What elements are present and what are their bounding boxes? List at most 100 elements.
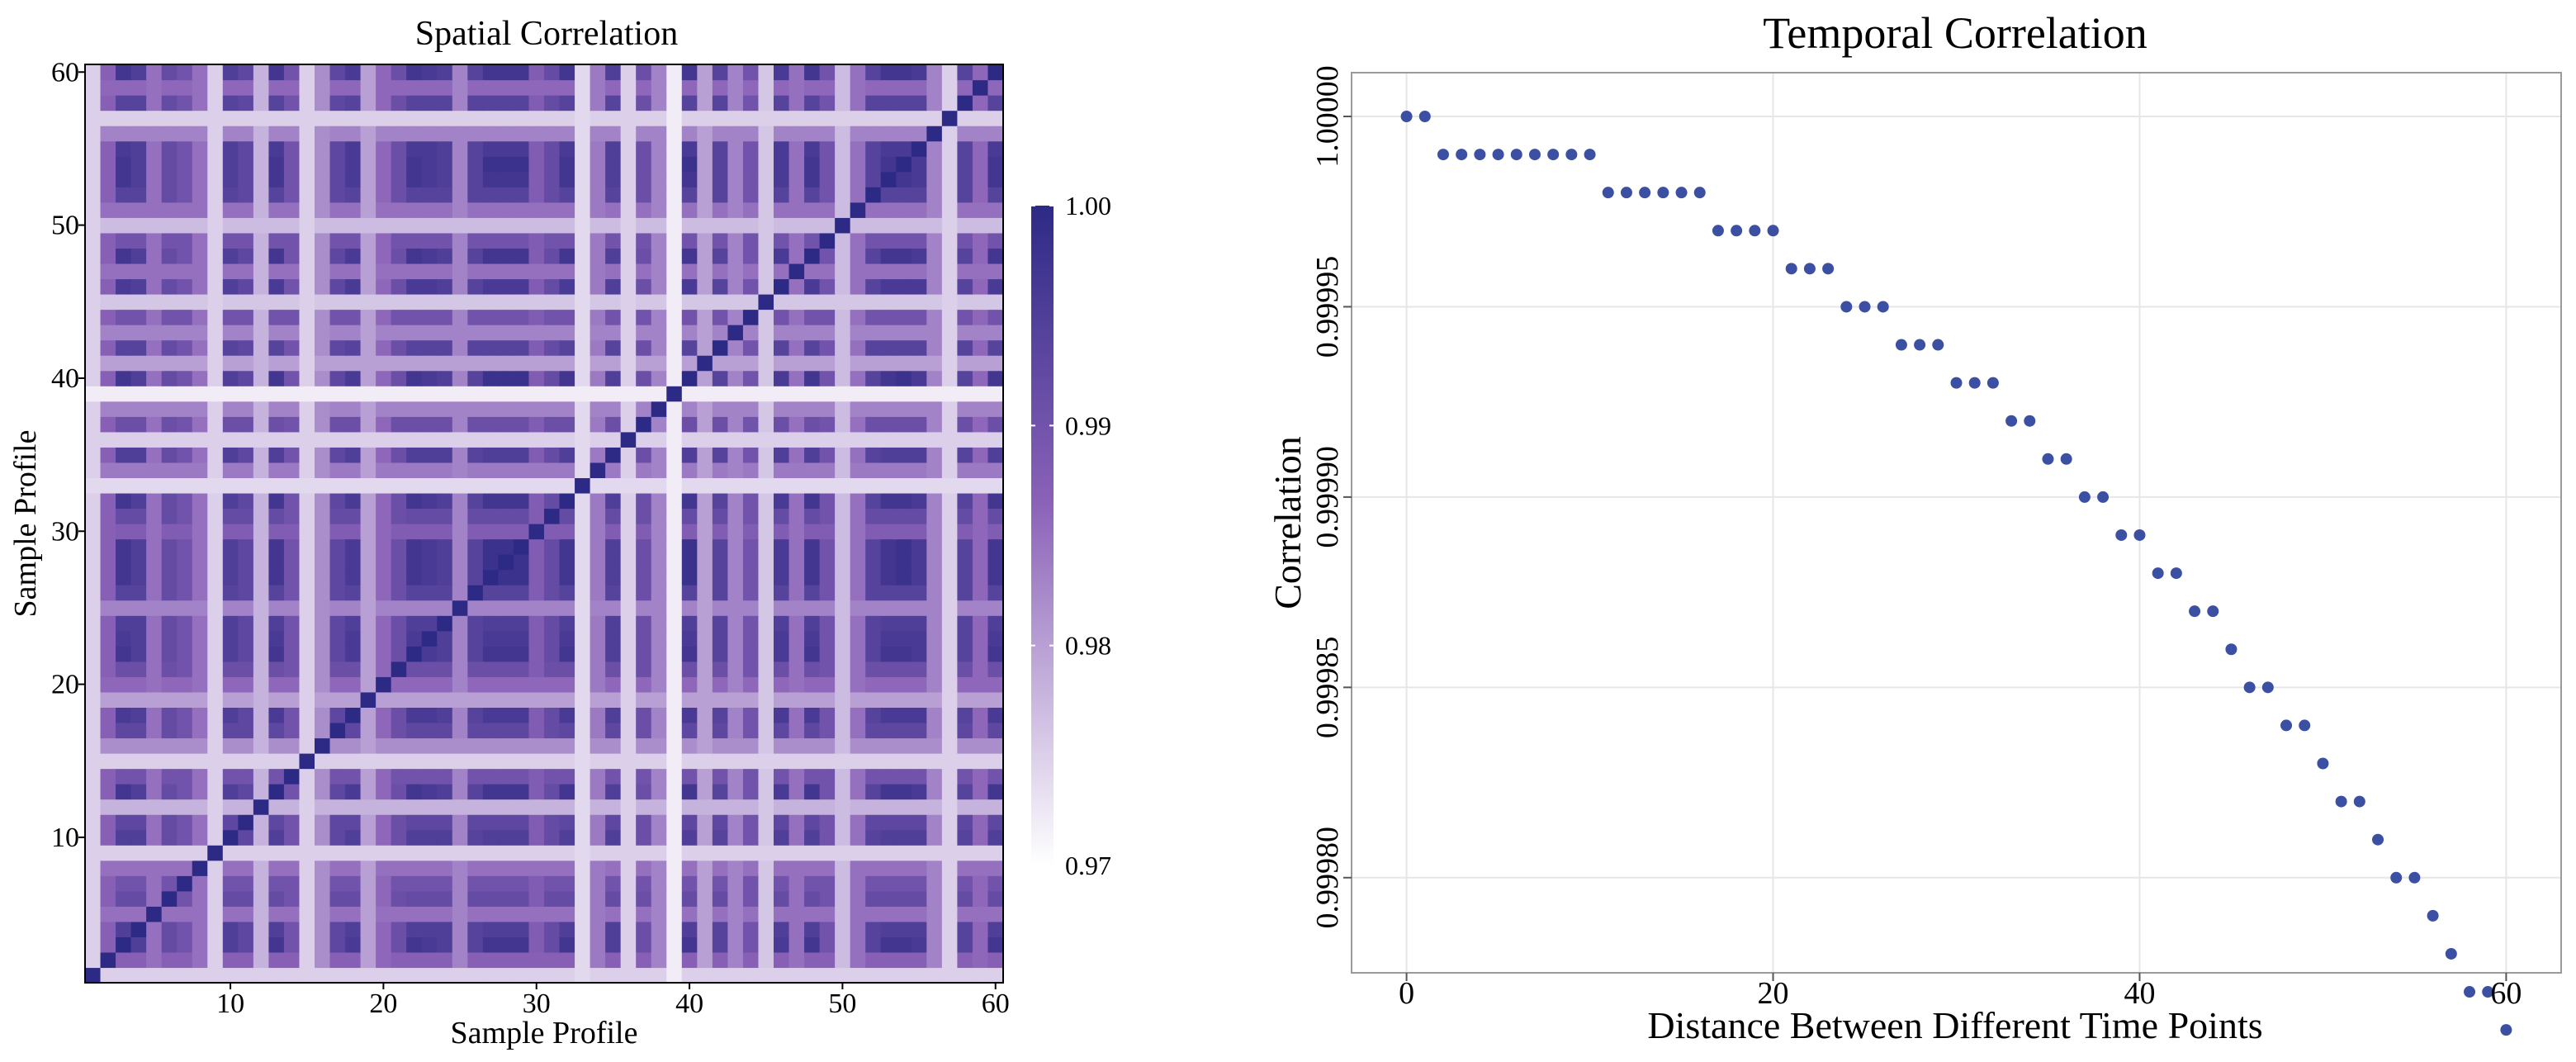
heatmap-cell	[666, 585, 683, 601]
heatmap-cell	[345, 156, 362, 173]
heatmap-cell	[253, 600, 269, 616]
heatmap-cell	[253, 217, 269, 234]
heatmap-cell	[651, 492, 667, 510]
heatmap-cell	[590, 524, 606, 540]
heatmap-cell	[681, 79, 698, 96]
heatmap-cell	[222, 401, 239, 417]
heatmap-cell	[391, 431, 407, 448]
heatmap-cell	[972, 753, 989, 770]
scatter-point	[1986, 377, 1999, 389]
heatmap-cell	[972, 890, 989, 907]
heatmap-cell	[926, 951, 943, 969]
heatmap-cell	[880, 890, 897, 907]
heatmap-cell	[376, 814, 392, 831]
scatter-y-tick-label: 0.99990	[1310, 446, 1345, 548]
heatmap-cell	[559, 538, 575, 555]
heatmap-cell	[865, 737, 882, 754]
heatmap-cell	[590, 691, 606, 708]
heatmap-cell	[590, 569, 606, 586]
heatmap-cell	[268, 294, 285, 311]
heatmap-cell	[192, 753, 208, 770]
heatmap-cell	[345, 814, 362, 831]
heatmap-cell	[712, 936, 728, 953]
heatmap-cell	[957, 278, 973, 295]
heatmap-cell	[498, 600, 514, 616]
heatmap-cell	[207, 416, 224, 433]
heatmap-cell	[835, 201, 851, 218]
heatmap-cell	[192, 140, 208, 157]
heatmap-cell	[819, 156, 836, 173]
heatmap-cell	[911, 278, 927, 295]
heatmap-cell	[896, 646, 912, 662]
heatmap-cell	[253, 79, 269, 96]
heatmap-cell	[528, 768, 545, 785]
heatmap-cell	[130, 416, 147, 433]
heatmap-cell	[804, 370, 821, 386]
heatmap-cell	[376, 860, 392, 876]
heatmap-cell	[835, 156, 851, 173]
heatmap-cell	[758, 784, 774, 800]
heatmap-cell	[758, 508, 774, 524]
heatmap-cell	[788, 508, 805, 524]
heatmap-cell	[712, 339, 728, 356]
heatmap-cell	[681, 263, 698, 280]
heatmap-cell	[620, 217, 637, 234]
heatmap-cell	[360, 630, 376, 647]
heatmap-cell	[268, 936, 285, 953]
heatmap-cell	[559, 401, 575, 417]
heatmap-cell	[130, 875, 147, 892]
heatmap-cell	[391, 294, 407, 311]
heatmap-cell	[850, 431, 866, 448]
heatmap-cell	[819, 814, 836, 831]
heatmap-cell	[544, 646, 561, 662]
heatmap-cell	[774, 814, 790, 831]
heatmap-cell	[666, 768, 683, 785]
heatmap-cell	[911, 569, 927, 586]
heatmap-cell	[299, 217, 315, 234]
heatmap-cell	[345, 737, 362, 754]
heatmap-cell	[177, 691, 193, 708]
heatmap-cell	[620, 630, 637, 647]
scatter-point	[1492, 149, 1504, 161]
heatmap-cell	[819, 431, 836, 448]
heatmap-cell	[161, 140, 178, 157]
heatmap-cell	[467, 508, 484, 524]
heatmap-cell	[528, 248, 545, 264]
heatmap-cell	[345, 661, 362, 677]
heatmap-cell	[360, 508, 376, 524]
heatmap-cell	[452, 676, 468, 693]
heatmap-cell	[774, 447, 790, 463]
heatmap-cell	[941, 386, 958, 402]
heatmap-cell	[544, 753, 561, 770]
heatmap-cell	[437, 630, 453, 647]
heatmap-cell	[315, 370, 331, 386]
heatmap-cell	[177, 263, 193, 280]
heatmap-cell	[85, 339, 102, 356]
heatmap-cell	[192, 646, 208, 662]
heatmap-cell	[605, 799, 622, 815]
heatmap-cell	[116, 646, 132, 662]
heatmap-cell	[528, 875, 545, 892]
heatmap-cell	[620, 890, 637, 907]
heatmap-cell	[559, 156, 575, 173]
heatmap-cell	[130, 187, 147, 203]
heatmap-cell	[712, 263, 728, 280]
heatmap-cell	[391, 325, 407, 341]
heatmap-cell	[528, 615, 545, 632]
heatmap-cell	[513, 691, 530, 708]
heatmap-cell	[896, 799, 912, 815]
heatmap-cell	[850, 309, 866, 325]
heatmap-cell	[605, 370, 622, 386]
scatter-point	[2189, 605, 2201, 618]
heatmap-cell	[268, 386, 285, 402]
heatmap-cell	[712, 875, 728, 892]
heatmap-cell	[130, 263, 147, 280]
heatmap-cell	[85, 156, 102, 173]
heatmap-cell	[590, 492, 606, 510]
heatmap-cell	[620, 524, 637, 540]
heatmap-cell	[146, 676, 163, 693]
heatmap-cell	[605, 646, 622, 662]
heatmap-cell	[207, 248, 224, 264]
heatmap-cell	[972, 630, 989, 647]
heatmap-cell	[559, 386, 575, 402]
